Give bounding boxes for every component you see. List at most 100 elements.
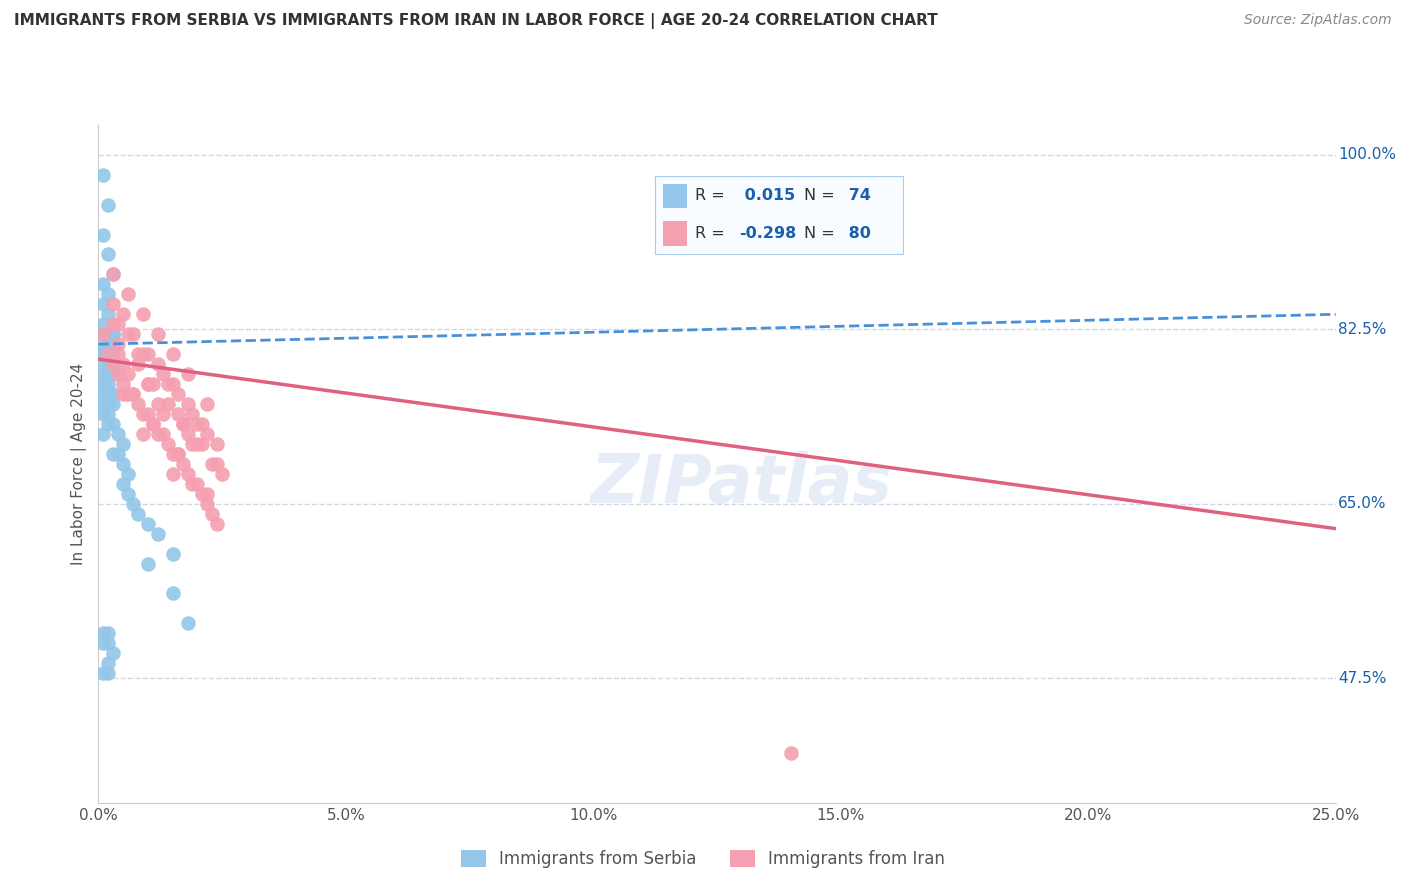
Point [117,387,139,401]
Point [97,287,120,301]
Point [205,516,228,531]
Point [162,347,184,361]
Point [136,347,159,361]
Point [97,307,120,321]
Point [93,407,115,421]
Point [191,417,214,431]
Point [97,347,120,361]
Point [117,327,139,342]
Point [112,377,135,392]
Point [93,168,115,182]
Point [127,347,149,361]
Point [205,457,228,471]
Point [176,397,198,411]
Text: 47.5%: 47.5% [1339,671,1386,686]
Point [103,646,125,660]
Point [97,407,120,421]
Point [93,367,115,381]
Point [136,557,159,571]
Text: 0.015: 0.015 [740,188,796,203]
Point [93,318,115,332]
Point [136,516,159,531]
Point [162,547,184,561]
Bar [662,221,688,246]
Point [97,387,120,401]
Point [93,337,115,351]
Point [195,497,218,511]
Text: ZIPatlas: ZIPatlas [591,451,893,517]
Point [97,657,120,671]
Point [97,397,120,411]
Point [93,377,115,392]
Point [103,447,125,461]
Text: N =: N = [804,226,834,241]
Point [97,367,120,381]
Point [112,457,135,471]
Point [97,666,120,681]
Point [142,417,165,431]
Point [122,387,145,401]
Point [205,437,228,451]
Point [97,247,120,261]
Point [117,287,139,301]
Point [162,586,184,600]
Point [136,407,159,421]
Point [93,297,115,311]
Point [195,426,218,441]
Point [107,347,129,361]
Point [97,636,120,650]
Point [112,357,135,371]
Point [146,426,169,441]
Point [107,337,129,351]
Point [93,626,115,640]
Point [103,327,125,342]
Point [162,447,184,461]
Point [166,407,188,421]
Point [132,307,155,321]
Bar [662,184,688,209]
Point [176,616,198,631]
Point [162,467,184,481]
Point [103,337,125,351]
Point [122,327,145,342]
Point [103,387,125,401]
Legend: Immigrants from Serbia, Immigrants from Iran: Immigrants from Serbia, Immigrants from … [454,843,952,875]
Point [142,377,165,392]
Point [132,407,155,421]
Point [103,357,125,371]
Text: 74: 74 [844,188,872,203]
Point [93,347,115,361]
Point [93,347,115,361]
Text: 82.5%: 82.5% [1339,322,1386,337]
Point [156,397,179,411]
Point [191,437,214,451]
Point [107,318,129,332]
Point [122,387,145,401]
Point [97,417,120,431]
Point [93,347,115,361]
Point [117,367,139,381]
Point [132,426,155,441]
Point [112,437,135,451]
Point [127,507,149,521]
Point [97,197,120,211]
Point [176,367,198,381]
Point [103,297,125,311]
Point [181,437,204,451]
Point [107,426,129,441]
Text: 100.0%: 100.0% [1339,147,1396,162]
Point [152,367,174,381]
Point [201,507,224,521]
Point [166,447,188,461]
Point [93,327,115,342]
Text: 65.0%: 65.0% [1339,496,1386,511]
Point [97,357,120,371]
Point [103,327,125,342]
Point [142,417,165,431]
Point [117,487,139,501]
Text: Source: ZipAtlas.com: Source: ZipAtlas.com [1244,13,1392,28]
Point [107,367,129,381]
Point [181,407,204,421]
Point [176,467,198,481]
Point [117,467,139,481]
